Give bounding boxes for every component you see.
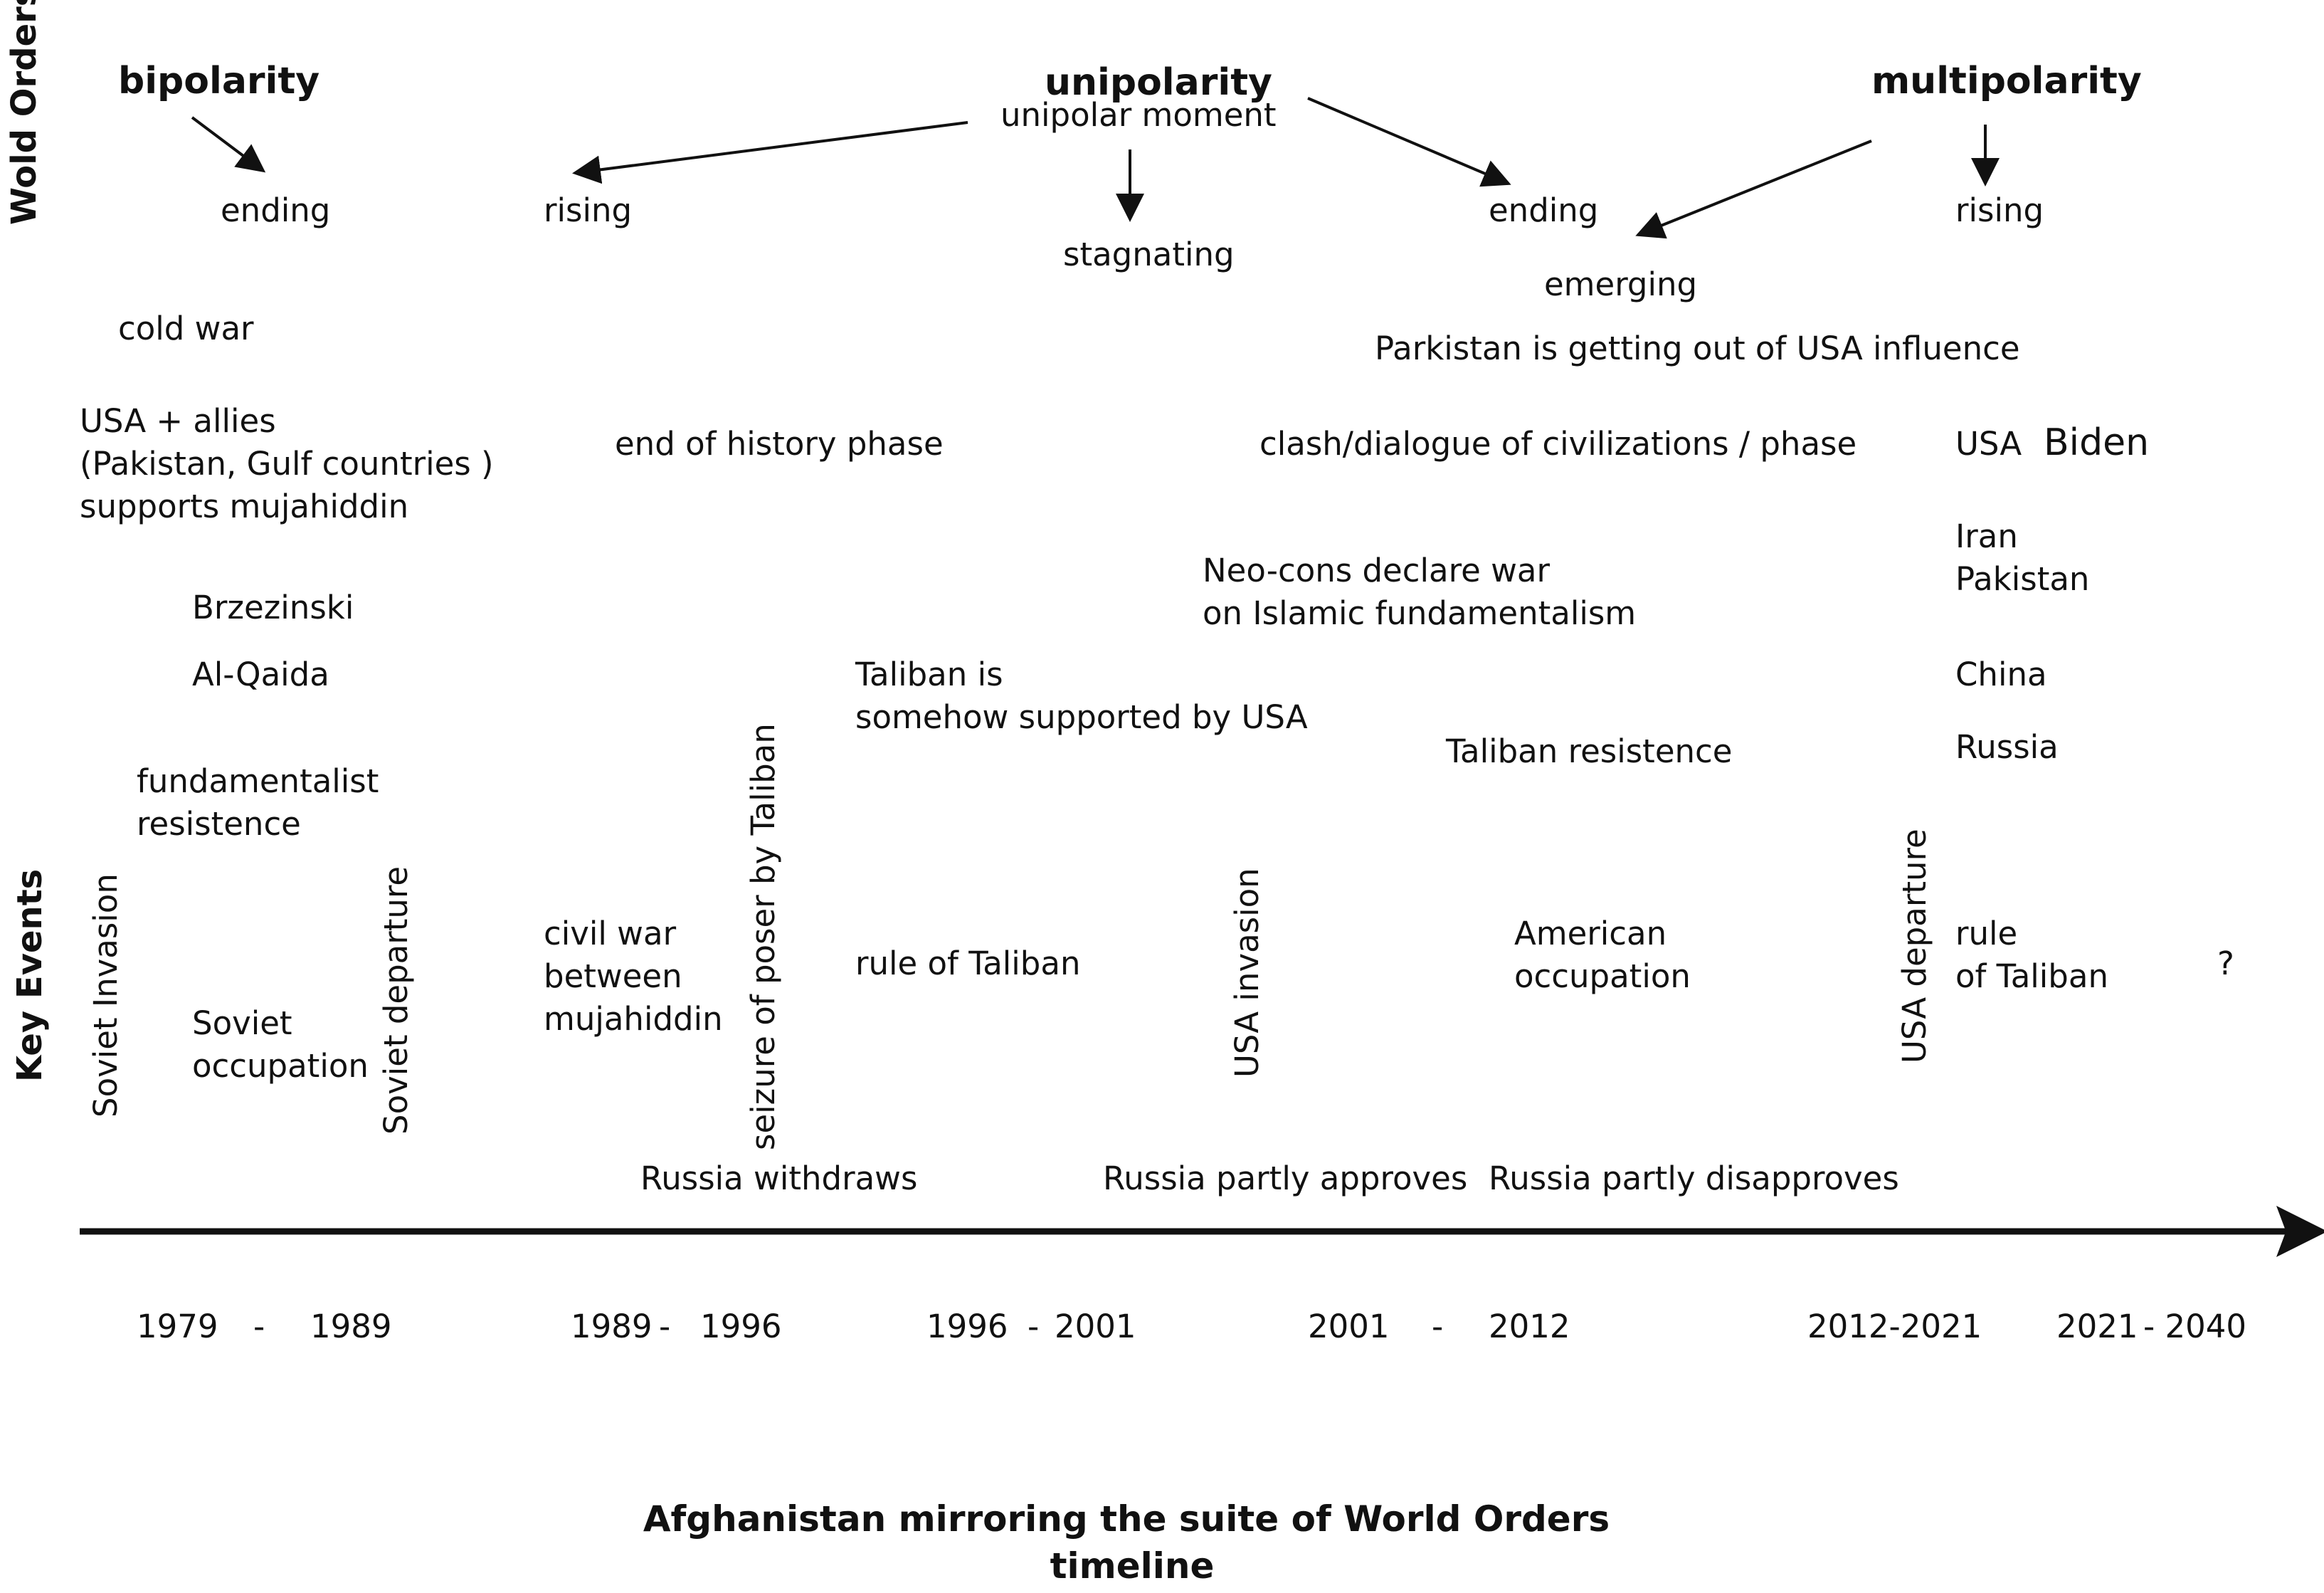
note-iran: Iran (1955, 517, 2018, 555)
event-soviet-invasion: Soviet Invasion (87, 873, 125, 1118)
year-dash-2: - (659, 1308, 671, 1345)
phase-unipolarity-ending: ending (1489, 191, 1599, 229)
phase-multipolarity-emerging: emerging (1544, 266, 1698, 303)
event-soviet-occupation-1: Soviet (192, 1004, 292, 1042)
note-russia: Russia (1955, 728, 2059, 766)
year-2001-a: 2001 (1055, 1308, 1136, 1345)
arrow-bipolarity-ending (191, 116, 266, 173)
note-usa-allies-3: supports mujahiddin (80, 488, 409, 525)
russia-partly-disapproves: Russia partly disapproves (1489, 1160, 1899, 1197)
event-seizure-by-taliban: seizure of poser by Taliban (744, 723, 782, 1150)
note-china: China (1955, 656, 2047, 693)
event-civil-war-2: between (544, 957, 682, 995)
note-taliban-resistence: Taliban resistence (1446, 732, 1733, 770)
note-taliban-supported-2: somehow supported by USA (855, 698, 1308, 736)
order-multipolarity: multipolarity (1871, 60, 2142, 102)
note-neocons-1: Neo-cons declare war (1203, 552, 1550, 589)
arrow-unipolarity-ending (1307, 97, 1511, 187)
year-dash-4: - (1432, 1308, 1444, 1345)
year-2012-2021: 2012-2021 (1807, 1308, 1982, 1345)
note-clash: clash/dialogue of civilizations / phase (1259, 425, 1857, 463)
event-civil-war-3: mujahiddin (544, 1000, 723, 1038)
russia-withdraws: Russia withdraws (640, 1160, 918, 1197)
year-dash-1: - (253, 1308, 265, 1345)
key-events-label: Key Events (10, 868, 50, 1082)
event-rule-of-taliban-2-2: of Taliban (1955, 957, 2108, 995)
phase-bipolarity-ending: ending (221, 191, 331, 229)
unipolar-moment: unipolar moment (1000, 96, 1277, 134)
note-pakistan: Pakistan (1955, 560, 2090, 598)
russia-partly-approves: Russia partly approves (1103, 1160, 1468, 1197)
year-1979: 1979 (137, 1308, 218, 1345)
arrow-multipolarity-emerging (1635, 140, 1872, 239)
order-unipolarity: unipolarity (1045, 61, 1272, 104)
note-biden: Biden (2044, 421, 2150, 464)
arrow-unipolarity-rising (572, 121, 968, 184)
event-rule-of-taliban: rule of Taliban (855, 945, 1081, 982)
year-2012: 2012 (1489, 1308, 1570, 1345)
event-american-occupation-1: American (1514, 915, 1667, 952)
note-usa-allies-1: USA + allies (80, 402, 276, 440)
year-1989-b: 1989 (571, 1308, 653, 1345)
event-american-occupation-2: occupation (1514, 957, 1691, 995)
note-neocons-2: on Islamic fundamentalism (1203, 594, 1637, 632)
diagram-title-line-2: timeline (1050, 1545, 1215, 1587)
note-fundamentalist-2: resistence (137, 805, 301, 843)
year-1996-a: 1996 (700, 1308, 782, 1345)
year-1996-b: 1996 (926, 1308, 1008, 1345)
note-usa: USA (1955, 425, 2022, 463)
note-end-of-history: end of history phase (615, 425, 944, 463)
event-rule-of-taliban-2-1: rule (1955, 915, 2018, 952)
world-orders-label: Wold Orders (4, 0, 44, 225)
year-dash-3: - (1028, 1308, 1040, 1345)
note-al-qaida: Al-Qaida (192, 656, 329, 693)
note-pakistan-out: Parkistan is getting out of USA influenc… (1375, 330, 2020, 367)
year-2040: - 2040 (2143, 1308, 2247, 1345)
event-usa-departure: USA departure (1896, 829, 1933, 1063)
note-brzezinski: Brzezinski (192, 589, 354, 626)
event-usa-invasion: USA invasion (1228, 868, 1266, 1078)
year-1989-a: 1989 (310, 1308, 392, 1345)
phase-unipolarity-rising: rising (544, 191, 633, 229)
phase-unipolarity-stagnating: stagnating (1063, 236, 1235, 273)
diagram-title-line-1: Afghanistan mirroring the suite of World… (643, 1498, 1610, 1540)
event-civil-war-1: civil war (544, 915, 677, 952)
year-2001-b: 2001 (1308, 1308, 1390, 1345)
event-question-mark: ? (2217, 945, 2234, 982)
note-usa-allies-2: (Pakistan, Gulf countries ) (80, 445, 494, 483)
note-fundamentalist-1: fundamentalist (137, 762, 379, 800)
phase-multipolarity-rising: rising (1955, 191, 2044, 229)
note-cold-war: cold war (118, 310, 254, 347)
year-2021: 2021 (2056, 1308, 2138, 1345)
event-soviet-occupation-2: occupation (192, 1047, 369, 1085)
event-soviet-departure: Soviet departure (377, 866, 415, 1135)
order-bipolarity: bipolarity (118, 60, 320, 102)
note-taliban-supported-1: Taliban is (855, 656, 1003, 693)
